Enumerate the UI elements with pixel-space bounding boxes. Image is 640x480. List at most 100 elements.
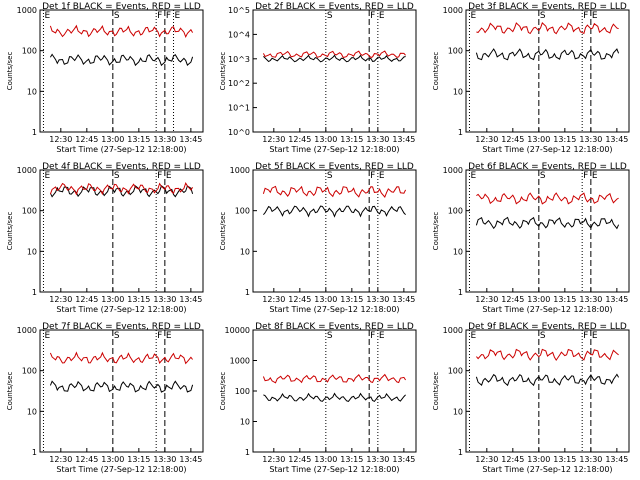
- x-axis-label: Start Time (27-Sep-12 12:18:00): [269, 145, 399, 154]
- x-tick-label: 13:30: [153, 295, 176, 304]
- chart-title: Det 9f BLACK = Events, RED = LLD: [468, 322, 627, 332]
- chart-title: Det 1f BLACK = Events, RED = LLD: [42, 2, 201, 12]
- x-tick-label: 13:00: [314, 295, 337, 304]
- y-tick-label: 10: [27, 247, 37, 256]
- events-series-line: [263, 205, 406, 218]
- x-tick-label: 12:45: [501, 455, 524, 464]
- time-marker-label: S: [327, 171, 333, 181]
- x-tick-label: 13:15: [127, 455, 150, 464]
- y-tick-label: 1000: [17, 166, 37, 175]
- plot-frame: [252, 169, 417, 293]
- x-tick-label: 13:45: [179, 295, 202, 304]
- y-tick-label: 1: [458, 128, 463, 137]
- time-marker-label: E: [470, 11, 476, 21]
- y-axis-label: Counts/sec: [6, 212, 14, 251]
- time-marker-label: S: [327, 11, 333, 21]
- y-tick-label: 10^5: [228, 6, 250, 15]
- lld-series-line: [476, 22, 619, 35]
- y-tick-label: 1: [32, 128, 37, 137]
- time-marker-label: E: [379, 331, 385, 341]
- time-marker-label: E: [166, 331, 172, 341]
- x-axis-label: Start Time (27-Sep-12 12:18:00): [56, 145, 186, 154]
- x-tick-label: 12:45: [75, 295, 98, 304]
- plot-frame: [252, 9, 417, 133]
- x-tick-label: 13:45: [605, 135, 628, 144]
- x-axis-label: Start Time (27-Sep-12 12:18:00): [269, 465, 399, 474]
- y-tick-label: 100: [448, 367, 463, 376]
- time-marker-label: S: [540, 331, 546, 341]
- time-marker-label: S: [540, 171, 546, 181]
- x-tick-label: 12:30: [475, 455, 498, 464]
- y-tick-label: 1000: [17, 6, 37, 15]
- y-axis-label: Counts/sec: [6, 372, 14, 411]
- y-tick-label: 100: [22, 47, 37, 56]
- x-tick-label: 13:15: [340, 135, 363, 144]
- lld-series-line: [262, 185, 407, 198]
- time-marker-label: F: [583, 331, 588, 341]
- y-tick-label: 1: [32, 448, 37, 457]
- time-marker-label: F: [157, 331, 162, 341]
- x-tick-label: 12:45: [501, 295, 524, 304]
- y-tick-label: 100: [22, 207, 37, 216]
- y-tick-label: 100: [235, 207, 250, 216]
- y-axis-label: Counts/sec: [432, 372, 440, 411]
- x-tick-label: 12:30: [475, 135, 498, 144]
- plot-frame: [465, 329, 630, 453]
- time-marker-label: E: [44, 171, 50, 181]
- plot-frame: [39, 169, 204, 293]
- y-tick-label: 100: [448, 47, 463, 56]
- x-tick-label: 13:15: [127, 135, 150, 144]
- y-axis-label: Counts/sec: [432, 212, 440, 251]
- y-tick-label: 1000: [230, 166, 250, 175]
- time-marker-label: E: [175, 11, 181, 21]
- y-tick-label: 10: [453, 407, 463, 416]
- x-tick-label: 13:00: [314, 135, 337, 144]
- chart-title: Det 4f BLACK = Events, RED = LLD: [42, 162, 201, 172]
- time-marker-label: F: [157, 11, 162, 21]
- x-axis-label: Start Time (27-Sep-12 12:18:00): [482, 305, 612, 314]
- y-tick-label: 10^0: [228, 128, 250, 137]
- time-marker-label: S: [114, 171, 120, 181]
- chart-title: Det 8f BLACK = Events, RED = LLD: [255, 322, 414, 332]
- chart-panel-5: Det 5f BLACK = Events, RED = LLD 1 10 100 10…: [219, 162, 417, 314]
- chart-title: Det 6f BLACK = Events, RED = LLD: [468, 162, 627, 172]
- x-tick-label: 13:00: [101, 135, 124, 144]
- time-marker-label: F: [370, 11, 375, 21]
- chart-panel-6: Det 6f BLACK = Events, RED = LLD 1 10 100 10…: [432, 162, 630, 314]
- y-tick-label: 10: [27, 87, 37, 96]
- x-tick-label: 13:15: [340, 295, 363, 304]
- y-tick-label: 100: [235, 387, 250, 396]
- x-tick-label: 13:45: [392, 295, 415, 304]
- x-tick-label: 13:15: [553, 135, 576, 144]
- x-tick-label: 13:45: [392, 455, 415, 464]
- events-series-line: [49, 53, 194, 67]
- lld-series-line: [476, 348, 619, 362]
- chart-panel-8: Det 8f BLACK = Events, RED = LLD 1 10 100 10…: [219, 322, 417, 474]
- lld-series-line: [476, 192, 619, 205]
- plot-frame: [465, 9, 630, 133]
- time-marker-label: E: [592, 11, 598, 21]
- x-tick-label: 13:15: [553, 455, 576, 464]
- y-tick-label: 1000: [443, 6, 463, 15]
- chart-title: Det 7f BLACK = Events, RED = LLD: [42, 322, 201, 332]
- plot-frame: [252, 329, 417, 453]
- x-tick-label: 13:30: [579, 455, 602, 464]
- plot-frame: [39, 9, 204, 133]
- chart-panel-7: Det 7f BLACK = Events, RED = LLD 1 10 100 10…: [6, 322, 204, 474]
- y-axis-label: Counts/sec: [219, 52, 227, 91]
- y-tick-label: 10^4: [228, 30, 250, 39]
- time-marker-label: F: [583, 171, 588, 181]
- x-tick-label: 12:30: [262, 295, 285, 304]
- y-tick-label: 10: [240, 247, 250, 256]
- y-tick-label: 1000: [443, 166, 463, 175]
- x-tick-label: 13:15: [127, 295, 150, 304]
- y-tick-label: 1000: [230, 357, 250, 366]
- y-axis-label: Counts/sec: [219, 372, 227, 411]
- x-tick-label: 13:45: [605, 455, 628, 464]
- time-marker-label: S: [114, 11, 120, 21]
- time-marker-label: E: [592, 171, 598, 181]
- y-tick-label: 10^1: [228, 104, 250, 113]
- y-tick-label: 10: [453, 247, 463, 256]
- x-tick-label: 13:30: [579, 295, 602, 304]
